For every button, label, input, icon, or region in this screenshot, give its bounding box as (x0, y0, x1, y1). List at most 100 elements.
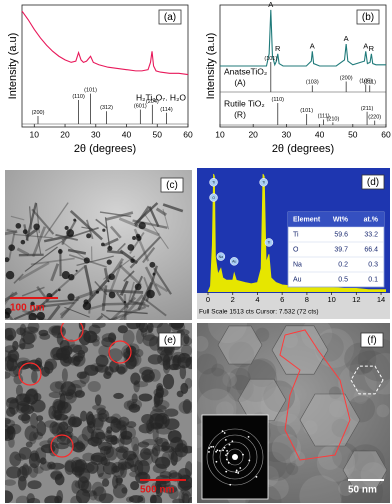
nanoparticle (17, 466, 28, 482)
nanoparticle (98, 493, 114, 503)
nanoparticle (128, 403, 141, 413)
saed-spot (248, 459, 251, 462)
mottle (349, 350, 390, 393)
nanoparticle (51, 346, 68, 358)
nanoparticle (142, 375, 150, 383)
reference-label: (601) (134, 104, 147, 110)
nanoparticle (152, 426, 159, 443)
table-cell: Au (293, 276, 302, 283)
nanoparticle (177, 439, 188, 453)
saed-spot (218, 449, 221, 452)
nanorod (141, 296, 167, 317)
nanoparticle (128, 495, 144, 503)
nanoparticle (15, 495, 30, 503)
nanoparticle (87, 421, 96, 434)
nanorod (128, 299, 150, 308)
x-tick-label: 10 (327, 295, 335, 304)
nanoparticle (177, 480, 192, 492)
nanoparticle (141, 369, 155, 383)
nanoparticle (177, 468, 191, 481)
nanoparticle (133, 380, 140, 393)
mottle (197, 335, 209, 352)
panel-label: (c) (166, 180, 178, 191)
nanoparticle (180, 382, 189, 394)
mottle (344, 342, 377, 375)
nanoparticle (31, 369, 38, 384)
nanoparticle (126, 421, 137, 428)
nanoparticle (74, 390, 85, 398)
reference-label: (114) (160, 107, 173, 113)
particle (28, 312, 37, 320)
nanoparticle (154, 456, 171, 469)
table-cell: 59.6 (334, 231, 348, 238)
saed-spot (247, 435, 250, 438)
nanoparticle (33, 466, 44, 474)
nanoparticle (51, 422, 66, 438)
nanoparticle (119, 435, 133, 445)
saed-spot (225, 454, 227, 457)
nanoparticle (14, 453, 27, 461)
nanoparticle (8, 353, 18, 362)
table-cell: O (293, 246, 299, 253)
saed-spot (226, 449, 228, 452)
particle (67, 293, 75, 301)
nanorod (119, 280, 129, 296)
panel-label-box (158, 9, 182, 25)
nanoparticle (164, 418, 180, 431)
peak-label: A (310, 41, 315, 50)
table-cell: 39.7 (334, 246, 348, 253)
nanoparticle (82, 490, 97, 497)
particle (127, 244, 135, 251)
x-tick-label: 50 (153, 129, 163, 139)
nanorod (123, 281, 135, 320)
nanoparticle (89, 489, 98, 501)
particle (64, 225, 69, 231)
nanorod (132, 219, 168, 229)
particle (107, 245, 113, 251)
mottle (265, 476, 289, 500)
mottle (271, 433, 302, 463)
nanorod (123, 270, 135, 282)
table-header: at.% (364, 216, 379, 223)
nanoparticle (135, 328, 145, 344)
nanoparticle (116, 420, 128, 431)
nanoparticle (68, 356, 82, 366)
nanorod (95, 218, 108, 229)
x-tick-label: 30 (91, 129, 101, 139)
mottle (364, 353, 390, 395)
particle (106, 259, 112, 265)
nanoparticle (161, 452, 171, 467)
nanorod (59, 307, 70, 317)
x-tick-label: 2 (231, 295, 235, 304)
nanoparticle (61, 368, 68, 383)
nanoparticle (49, 421, 60, 435)
nanorod (144, 213, 169, 249)
nanoparticle (80, 410, 88, 422)
mottle (359, 360, 373, 374)
x-axis-label: 2θ (degrees) (74, 143, 136, 155)
table-cell: 66.4 (364, 246, 378, 253)
nanoparticle (71, 441, 86, 453)
panel-label-box (160, 177, 184, 193)
saed-spot (216, 449, 219, 452)
particle (138, 221, 146, 230)
saed-spot (235, 469, 238, 472)
nanoparticle (121, 487, 128, 494)
nanoparticle (154, 436, 163, 445)
mottle (255, 327, 270, 342)
nanoparticle (5, 345, 17, 353)
mottle (211, 363, 225, 377)
particle (83, 257, 90, 264)
nanorod (5, 291, 18, 302)
reference-label: (211) (361, 106, 374, 112)
particle (66, 229, 75, 237)
nanoparticle (161, 484, 178, 494)
particle (8, 244, 16, 251)
nanoparticle (140, 447, 152, 461)
scale-bar-label: 500 nm (140, 485, 175, 496)
table-cell: 0.1 (368, 276, 378, 283)
x-tick-label: 12 (352, 295, 360, 304)
nanoparticle (181, 490, 192, 503)
particle (36, 311, 45, 320)
nanoparticle (105, 446, 118, 461)
